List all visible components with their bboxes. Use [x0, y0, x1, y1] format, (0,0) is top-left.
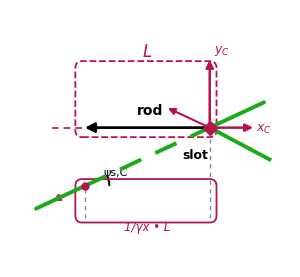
Text: L: L	[143, 43, 152, 61]
Text: 1/γx • L: 1/γx • L	[124, 221, 170, 234]
Text: ψs,C: ψs,C	[104, 168, 128, 178]
Text: rod: rod	[136, 104, 163, 118]
Text: $x_C$: $x_C$	[256, 122, 272, 135]
Text: $y_C$: $y_C$	[214, 44, 230, 58]
Text: slot: slot	[183, 149, 208, 162]
